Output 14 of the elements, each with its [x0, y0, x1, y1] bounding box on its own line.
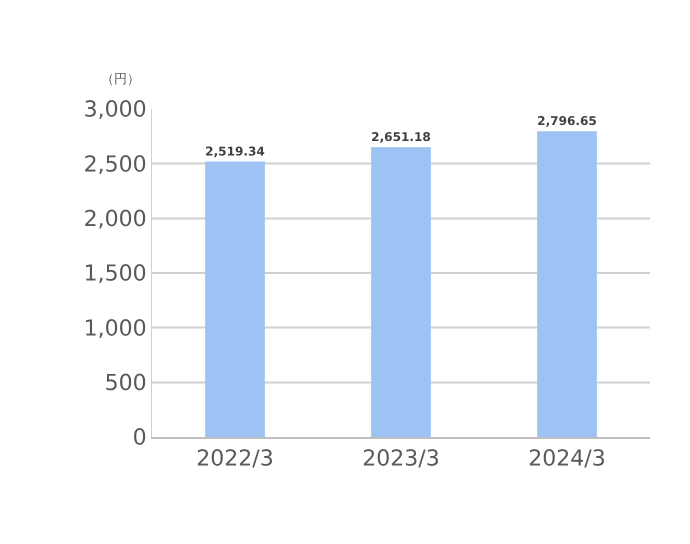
y-axis-title: （円）	[101, 72, 140, 87]
data-label: 2,519.34	[205, 144, 265, 159]
y-tick-label: 0	[132, 426, 147, 451]
data-label: 2,651.18	[371, 130, 431, 144]
data-label: 2,796.65	[537, 114, 597, 128]
x-tick-label: 2024/3	[528, 446, 606, 472]
y-tick-label: 3,000	[84, 98, 147, 123]
y-tick-label: 2,000	[84, 207, 147, 232]
x-tick-label: 2022/3	[196, 446, 274, 472]
y-tick-label: 500	[104, 371, 147, 396]
y-tick-label: 1,500	[84, 262, 147, 287]
y-tick-label: 1,000	[84, 316, 147, 342]
y-tick-label: 2,500	[84, 152, 147, 178]
x-tick-label: 2023/3	[362, 446, 440, 472]
